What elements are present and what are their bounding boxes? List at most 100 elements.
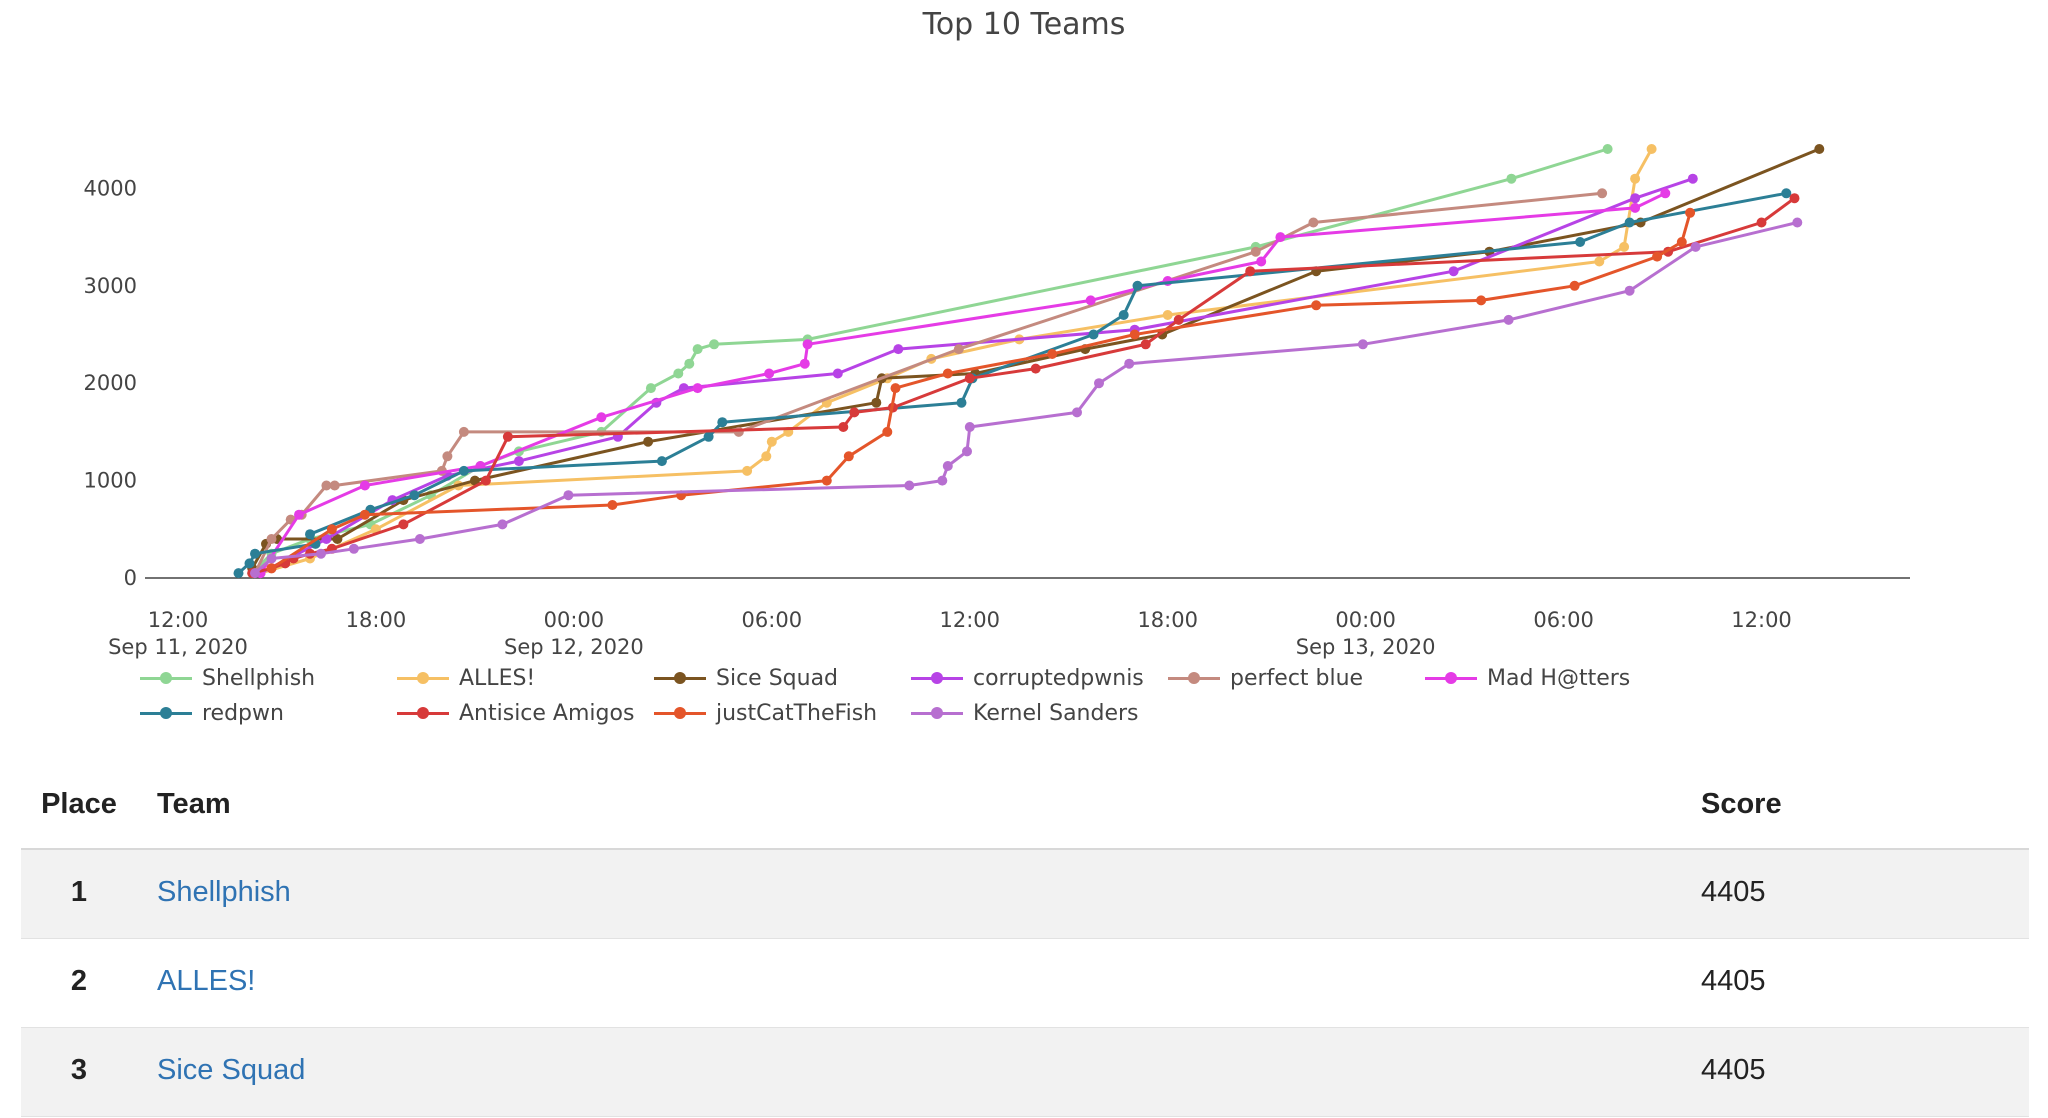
x-tick-label: 18:00 xyxy=(1137,608,1198,632)
data-point xyxy=(233,568,244,579)
series-line xyxy=(254,221,1798,575)
table-header: Place Team Score xyxy=(21,770,2029,850)
data-point xyxy=(1088,329,1099,340)
legend-item[interactable]: Sice Squad xyxy=(654,660,838,696)
legend-label: justCatTheFish xyxy=(716,700,878,726)
legend-label: Antisice Amigos xyxy=(459,700,635,726)
header-score[interactable]: Score xyxy=(1701,788,1782,820)
legend-item[interactable]: perfect blue xyxy=(1168,660,1363,696)
data-point xyxy=(497,519,508,530)
series-line xyxy=(251,196,1796,575)
y-tick-label: 4000 xyxy=(84,176,137,200)
data-point xyxy=(1792,217,1803,228)
data-point xyxy=(1256,256,1267,267)
data-point xyxy=(1506,173,1517,184)
data-point xyxy=(942,368,953,379)
data-point xyxy=(643,436,654,447)
legend-item[interactable]: Mad H@tters xyxy=(1425,660,1630,696)
data-point xyxy=(1132,280,1143,291)
data-point xyxy=(1630,202,1641,213)
legend-item[interactable]: Shellphish xyxy=(140,660,315,696)
data-point xyxy=(266,553,277,564)
data-point xyxy=(962,446,972,457)
data-point xyxy=(250,548,260,559)
data-point xyxy=(703,431,714,442)
legend-item[interactable]: Antisice Amigos xyxy=(397,695,634,731)
series-line xyxy=(250,147,1820,570)
data-point xyxy=(1594,256,1605,267)
chart-title: Top 10 Teams xyxy=(922,7,1126,42)
table-row: 3 Sice Squad 4405 xyxy=(21,1028,2029,1117)
x-tick-label: 00:00 xyxy=(544,608,605,632)
data-point xyxy=(1275,232,1286,243)
series-line xyxy=(259,191,1666,574)
data-point xyxy=(414,534,425,544)
data-point xyxy=(250,568,260,579)
x-tick-date-label: Sep 11, 2020 xyxy=(108,635,248,659)
data-point xyxy=(766,436,777,447)
legend-item[interactable]: corruptedpwnis xyxy=(911,660,1144,696)
data-point xyxy=(294,509,304,520)
data-point xyxy=(964,422,975,432)
legend-swatch-icon xyxy=(654,665,706,691)
team-link[interactable]: ALLES! xyxy=(157,965,256,997)
series-line xyxy=(237,191,1787,575)
data-point xyxy=(1756,217,1767,228)
x-tick-label: 18:00 xyxy=(346,608,407,632)
data-point xyxy=(673,368,684,379)
data-point xyxy=(1311,300,1322,311)
legend-item[interactable]: justCatTheFish xyxy=(654,695,877,731)
team-link[interactable]: Sice Squad xyxy=(157,1054,306,1086)
data-point xyxy=(1676,237,1687,247)
data-point xyxy=(321,480,332,491)
legend-item[interactable]: redpwn xyxy=(140,695,284,731)
data-point xyxy=(266,563,277,574)
header-team[interactable]: Team xyxy=(157,788,231,820)
data-point xyxy=(1602,144,1613,154)
team-link[interactable]: Shellphish xyxy=(157,876,291,908)
data-point xyxy=(709,339,720,350)
data-point xyxy=(513,456,524,467)
row-place: 1 xyxy=(70,876,88,908)
data-point xyxy=(502,431,513,442)
series-antisice-amigos xyxy=(247,193,1800,579)
y-tick-label: 0 xyxy=(124,566,137,590)
data-point xyxy=(458,426,469,437)
legend-label: Sice Squad xyxy=(716,665,839,691)
data-point xyxy=(956,397,967,408)
data-point xyxy=(953,344,964,355)
data-point xyxy=(1630,193,1641,204)
data-point xyxy=(321,534,332,544)
legend-swatch-icon xyxy=(1168,665,1220,691)
data-point xyxy=(1503,314,1514,325)
data-point xyxy=(1597,188,1608,199)
x-tick-label: 06:00 xyxy=(1533,608,1594,632)
data-point xyxy=(563,490,574,501)
data-point xyxy=(1118,310,1129,320)
data-point xyxy=(1129,329,1140,340)
y-tick-label: 3000 xyxy=(84,274,137,298)
data-point xyxy=(656,456,667,467)
data-point xyxy=(359,480,370,491)
data-point xyxy=(717,417,728,428)
data-point xyxy=(1245,266,1256,277)
header-place[interactable]: Place xyxy=(41,788,117,820)
row-place: 3 xyxy=(70,1054,88,1086)
data-point xyxy=(348,543,359,554)
data-point xyxy=(332,534,343,544)
scoreboard-table: Place Team Score 1 Shellphish 4405 2 ALL… xyxy=(21,770,2029,1117)
data-point xyxy=(480,475,491,486)
data-point xyxy=(942,461,953,471)
data-point xyxy=(305,529,315,540)
legend-item[interactable]: ALLES! xyxy=(397,660,535,696)
data-point xyxy=(1030,363,1041,374)
legend-swatch-icon xyxy=(1425,665,1477,691)
data-point xyxy=(244,558,255,569)
x-tick-label: 00:00 xyxy=(1335,608,1396,632)
data-point xyxy=(882,426,893,437)
data-point xyxy=(821,475,832,486)
series-perfect-blue xyxy=(250,188,1608,579)
table-row: 1 Shellphish 4405 xyxy=(21,850,2029,939)
legend-item[interactable]: Kernel Sanders xyxy=(911,695,1139,731)
data-point xyxy=(1624,217,1635,228)
